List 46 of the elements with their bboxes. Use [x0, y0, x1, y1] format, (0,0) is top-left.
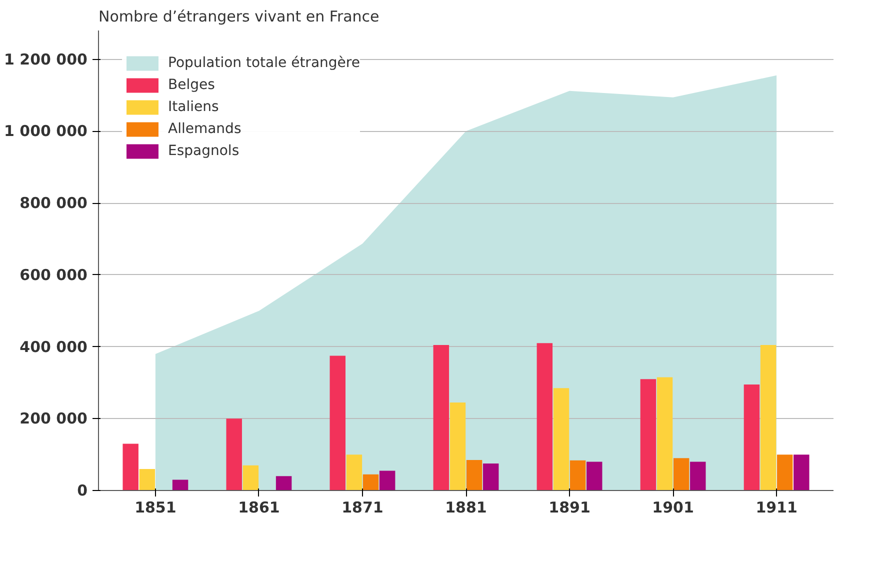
legend-label: Population totale étrangère	[168, 55, 360, 71]
legend-label: Espagnols	[168, 143, 240, 159]
y-tick-label: 600 000	[20, 266, 88, 284]
bar	[379, 470, 396, 490]
bar	[226, 418, 242, 490]
bar	[122, 444, 138, 490]
y-tick-label: 800 000	[20, 194, 88, 212]
bar	[760, 344, 776, 490]
bar	[362, 474, 379, 490]
bar	[586, 462, 602, 490]
bar	[346, 454, 362, 490]
bar	[433, 344, 450, 490]
x-tick-label: 1881	[445, 498, 487, 516]
legend-label: Allemands	[168, 121, 242, 137]
y-tick-label: 400 000	[20, 338, 88, 356]
bar	[690, 462, 706, 490]
bar	[276, 476, 292, 490]
y-tick-label: 1 000 000	[4, 122, 88, 140]
bar	[330, 356, 346, 490]
bar	[656, 377, 673, 490]
bar	[450, 402, 466, 490]
bar	[139, 468, 156, 490]
x-tick-label: 1851	[134, 498, 176, 516]
bar	[570, 460, 586, 490]
bar	[673, 458, 690, 490]
x-tick-label: 1861	[238, 498, 280, 516]
y-tick-label: 0	[77, 482, 88, 500]
legend-label: Italiens	[168, 99, 219, 115]
bar	[794, 454, 810, 490]
bar	[553, 388, 570, 490]
x-tick-label: 1871	[342, 498, 384, 516]
bar	[482, 464, 499, 490]
bar	[172, 480, 188, 490]
x-tick-label: 1911	[756, 498, 798, 516]
bar	[466, 460, 482, 490]
bar	[640, 379, 656, 490]
y-tick-label: 1 200 000	[4, 50, 88, 68]
bar	[744, 384, 760, 490]
y-axis-title: Nombre d’étrangers vivant en France	[98, 8, 380, 26]
bar	[776, 454, 793, 490]
bar	[242, 465, 259, 490]
y-tick-label: 200 000	[20, 410, 88, 428]
x-tick-label: 1901	[652, 498, 694, 516]
legend-label: Belges	[168, 77, 215, 93]
bar	[536, 343, 553, 490]
x-tick-label: 1891	[548, 498, 590, 516]
